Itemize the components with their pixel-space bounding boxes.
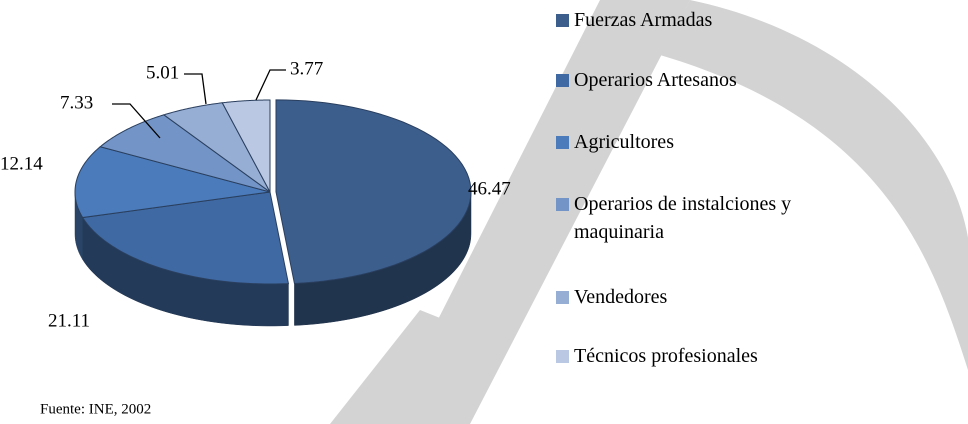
legend-label: Fuerzas Armadas <box>574 9 713 31</box>
slice <box>99 114 271 193</box>
legend-swatch <box>556 198 569 211</box>
slice <box>81 191 290 285</box>
pie <box>74 99 472 327</box>
slice <box>275 99 472 284</box>
data-label: 5.01 <box>146 62 179 83</box>
leader-line <box>184 73 207 105</box>
legend-swatch <box>556 136 569 149</box>
legend-label: Agricultores <box>574 131 674 153</box>
legend-swatch <box>556 350 569 363</box>
legend-item: Fuerzas Armadas <box>556 6 866 34</box>
legend-label: Vendedores <box>574 286 668 308</box>
legend-swatch <box>556 74 569 87</box>
watermark <box>330 0 968 424</box>
legend-item: Técnicos profesionales <box>556 342 866 370</box>
legend-item: Operarios de instalciones y maquinaria <box>556 190 866 246</box>
source: Fuente: INE, 2002 <box>40 401 151 417</box>
legend-label: Operarios Artesanos <box>574 69 737 91</box>
legend-item: Vendedores <box>556 283 866 311</box>
legend-item: Operarios Artesanos <box>556 66 866 94</box>
data-label: 46.47 <box>468 178 511 199</box>
legend-label: Operarios de instalciones y maquinaria <box>574 193 792 243</box>
data-label: 12.14 <box>0 153 43 174</box>
legend-item: Agricultores <box>556 128 866 156</box>
slice <box>162 102 271 193</box>
data-label: 3.77 <box>290 58 323 79</box>
leader-line <box>112 103 161 139</box>
data-label: 7.33 <box>60 92 93 113</box>
slice <box>221 99 271 193</box>
data-label: 21.11 <box>48 310 90 331</box>
legend-swatch <box>556 291 569 304</box>
legend-swatch <box>556 14 569 27</box>
leader-line <box>255 69 286 101</box>
slice <box>74 146 271 219</box>
legend-label: Técnicos profesionales <box>574 345 758 367</box>
